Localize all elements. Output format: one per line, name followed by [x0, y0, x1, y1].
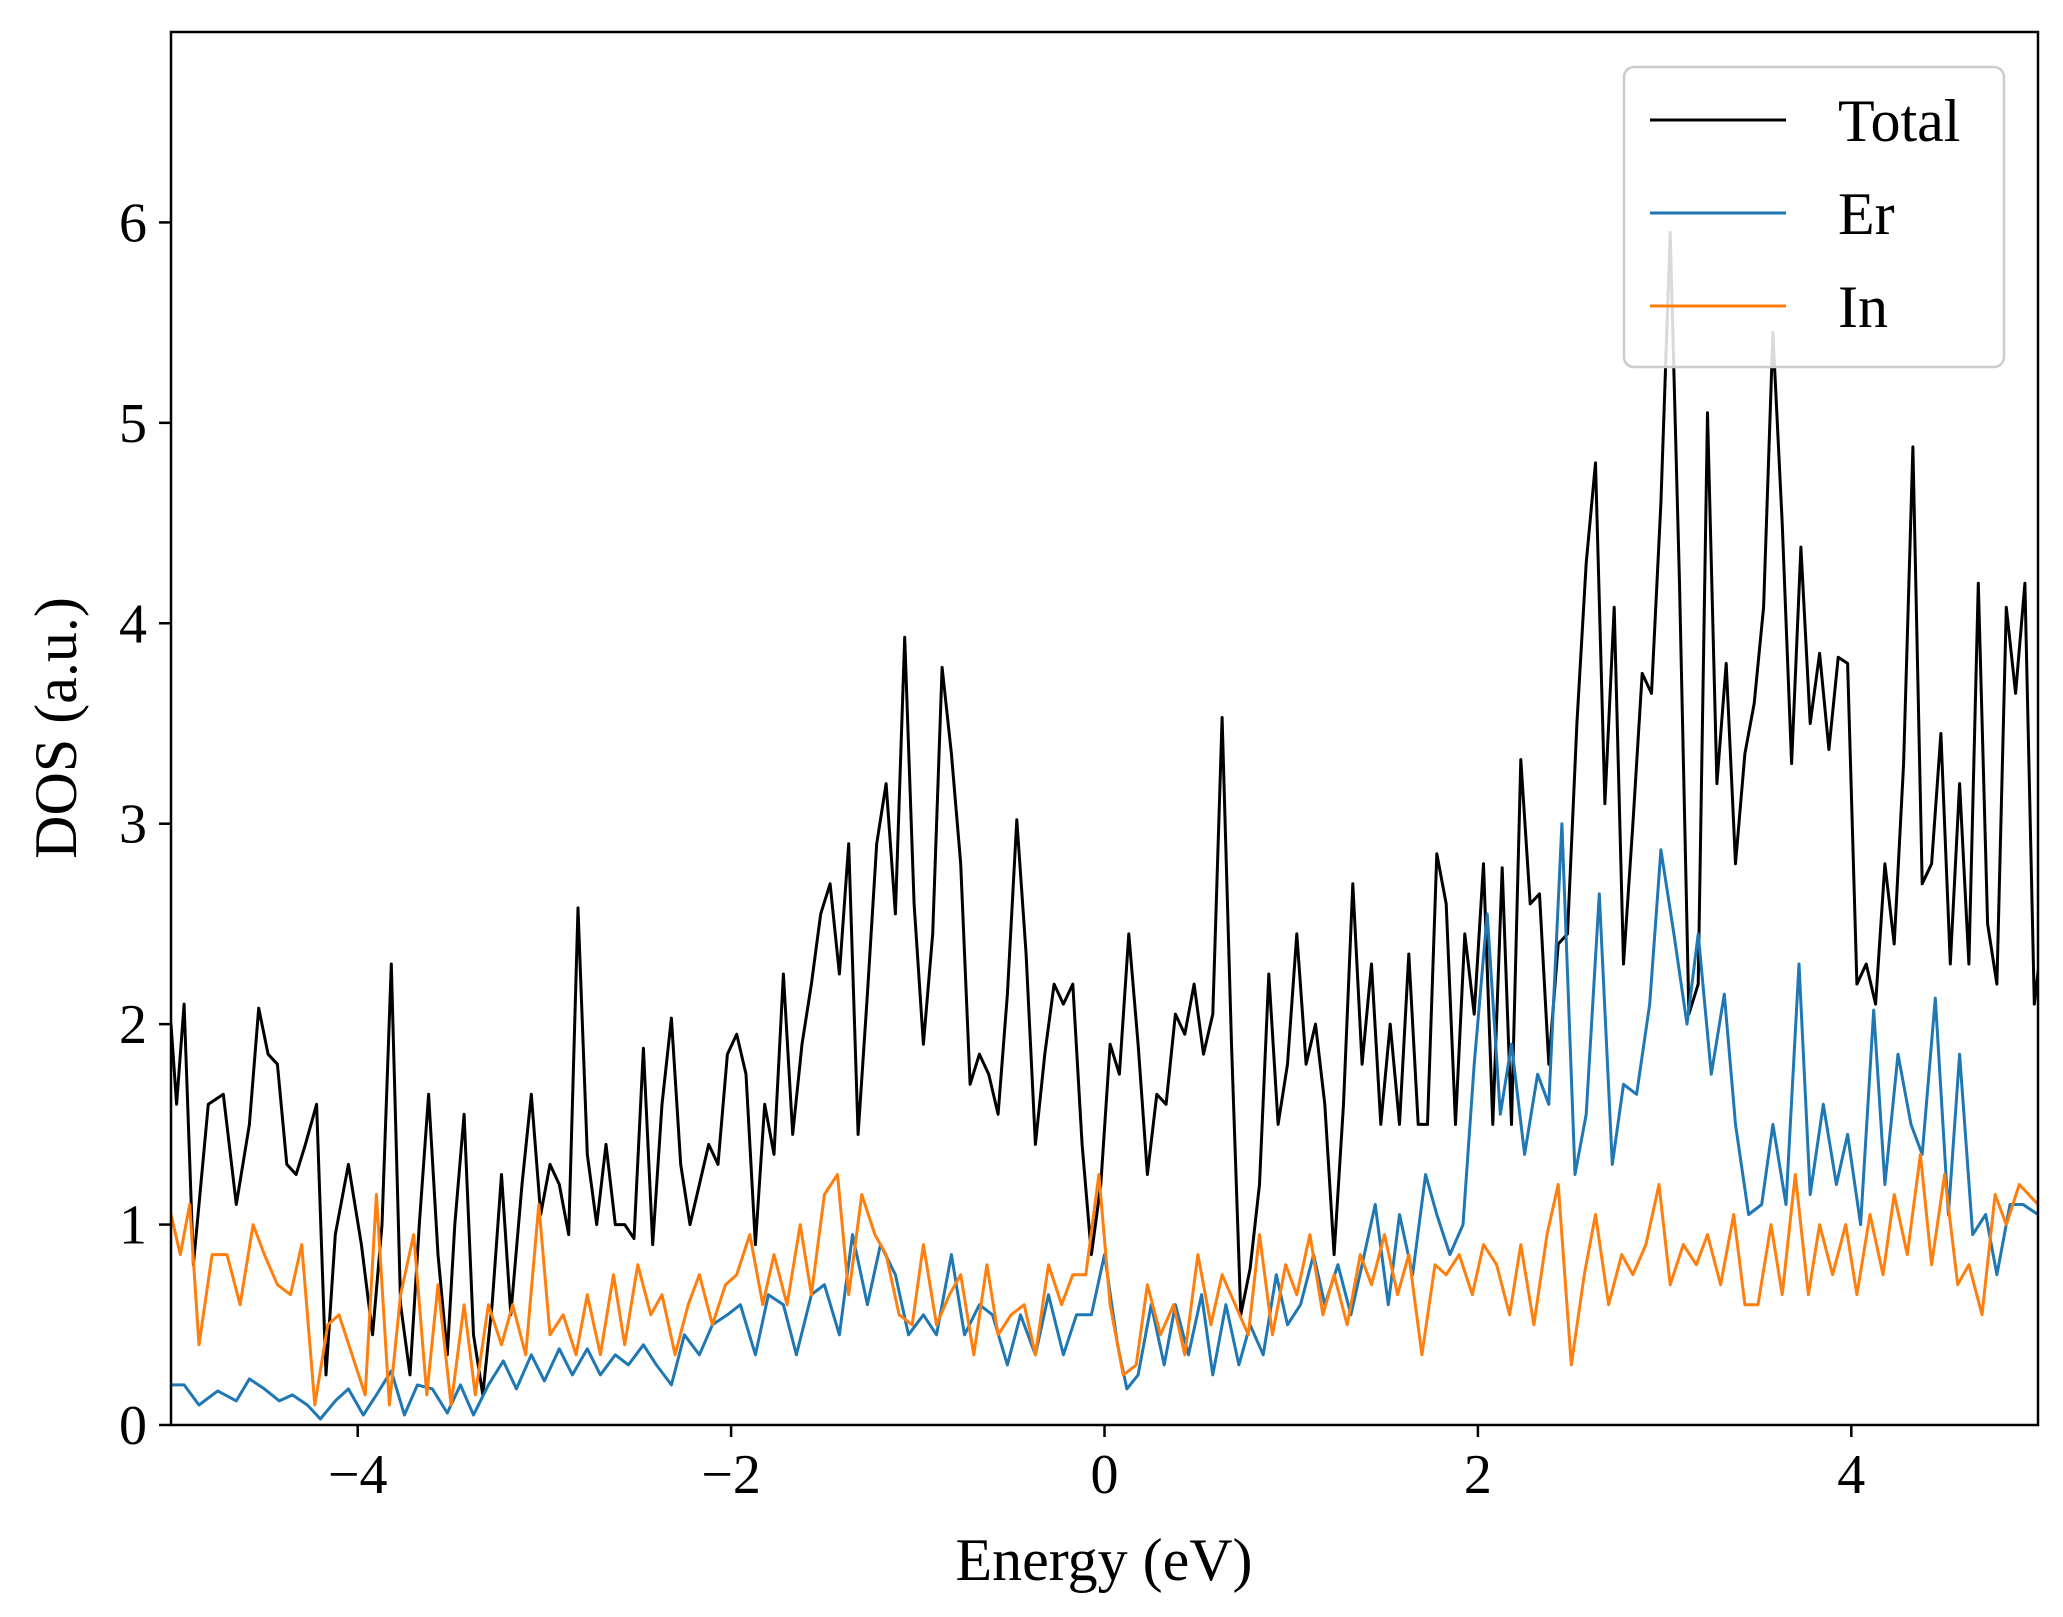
y-tick-label: 2: [119, 994, 147, 1056]
y-tick-label: 1: [119, 1195, 147, 1257]
series-line-total: [171, 230, 2038, 1397]
y-tick-label: 5: [119, 393, 147, 455]
legend-label-er: Er: [1838, 181, 1895, 247]
y-tick-label: 4: [119, 593, 147, 655]
legend: Total Er In: [1622, 65, 2006, 369]
legend-entries: Total Er In: [1650, 88, 1960, 340]
legend-label-in: In: [1838, 274, 1888, 340]
y-axis-label: DOS (a.u.): [23, 597, 89, 859]
x-tick-label: 0: [1091, 1444, 1119, 1506]
series-layer: [171, 230, 2038, 1421]
series-line-in: [171, 1152, 2038, 1407]
x-tick-label: 2: [1464, 1444, 1492, 1506]
y-axis-ticks: 0 1 2 3 4 5 6: [119, 192, 171, 1457]
y-tick-label: 6: [119, 192, 147, 254]
y-tick-label: 3: [119, 794, 147, 856]
x-axis-ticks: −4 −2 0 2 4: [328, 1425, 1865, 1506]
x-tick-label: −4: [328, 1444, 388, 1506]
x-tick-label: 4: [1837, 1444, 1865, 1506]
x-tick-label: −2: [701, 1444, 761, 1506]
legend-label-total: Total: [1838, 88, 1960, 154]
legend-box: [1622, 65, 2006, 369]
y-tick-label: 0: [119, 1395, 147, 1457]
x-axis-label: Energy (eV): [955, 1527, 1252, 1593]
series-line-er: [171, 822, 2038, 1421]
